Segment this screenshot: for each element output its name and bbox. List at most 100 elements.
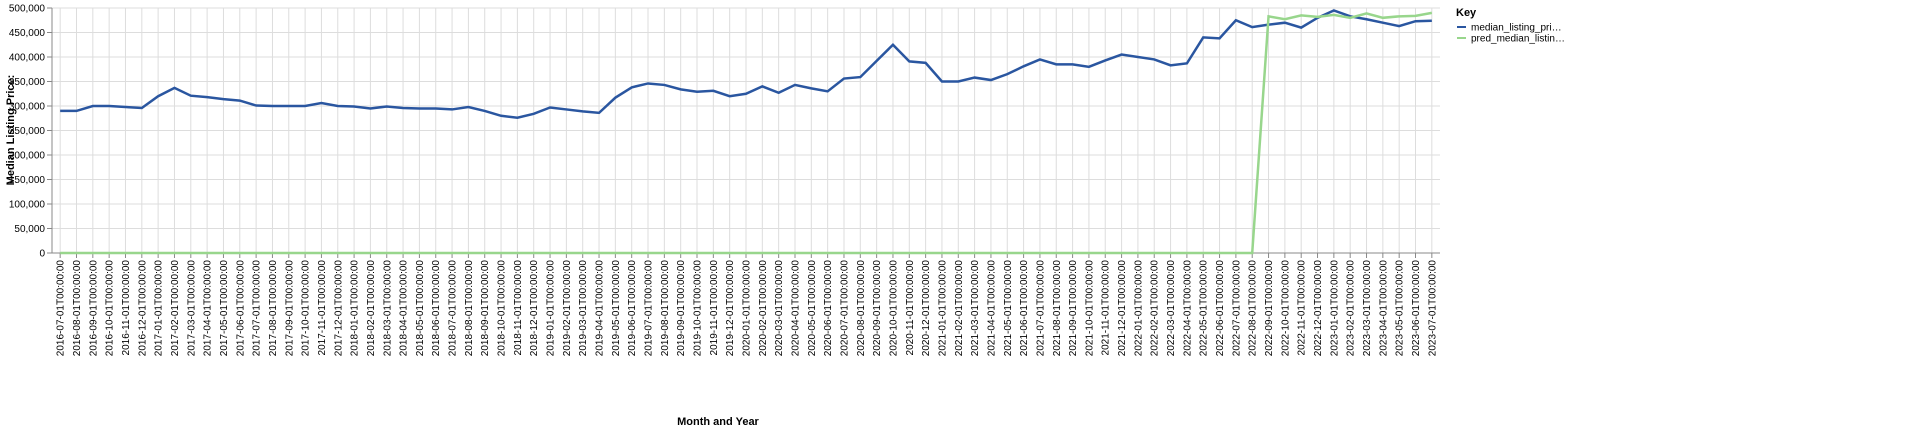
x-tick-label: 2018-02-01T00:00:00: [366, 260, 377, 357]
x-tick-label: 2020-02-01T00:00:00: [758, 260, 769, 357]
x-tick-label: 2019-05-01T00:00:00: [611, 260, 622, 357]
x-tick-label: 2022-10-01T00:00:00: [1280, 260, 1291, 357]
x-tick-label: 2019-02-01T00:00:00: [562, 260, 573, 357]
x-tick-label: 2017-09-01T00:00:00: [284, 260, 295, 357]
x-tick-label: 2017-04-01T00:00:00: [203, 260, 214, 357]
y-tick-label: 100,000: [9, 200, 46, 211]
x-tick-label: 2017-11-01T00:00:00: [317, 260, 328, 356]
x-tick-label: 2022-02-01T00:00:00: [1150, 260, 1161, 357]
x-tick-label: 2020-05-01T00:00:00: [807, 260, 818, 357]
x-tick-label: 2022-07-01T00:00:00: [1231, 260, 1242, 357]
x-tick-label: 2018-09-01T00:00:00: [480, 260, 491, 357]
x-tick-label: 2020-03-01T00:00:00: [774, 260, 785, 357]
y-tick-label: 300,000: [9, 102, 46, 113]
x-tick-label: 2017-01-01T00:00:00: [154, 260, 165, 357]
legend-title: Key: [1456, 7, 1477, 19]
x-tick-label: 2018-07-01T00:00:00: [448, 260, 459, 357]
x-tick-label: 2020-01-01T00:00:00: [742, 260, 753, 357]
x-tick-label: 2021-06-01T00:00:00: [1019, 260, 1030, 357]
x-tick-label: 2018-05-01T00:00:00: [415, 260, 426, 357]
series-line: [60, 11, 1433, 255]
legend-label: median_listing_pri…: [1471, 23, 1562, 34]
x-tick-label: 2020-09-01T00:00:00: [872, 260, 883, 357]
x-tick-label: 2018-11-01T00:00:00: [513, 260, 524, 356]
x-tick-label: 2017-08-01T00:00:00: [268, 260, 279, 357]
x-tick-label: 2020-07-01T00:00:00: [839, 260, 850, 357]
y-tick-label: 350,000: [9, 77, 46, 88]
x-tick-label: 2021-10-01T00:00:00: [1084, 260, 1095, 357]
y-tick-label: 150,000: [9, 175, 46, 186]
x-tick-label: 2022-01-01T00:00:00: [1133, 260, 1144, 357]
x-tick-label: 2016-07-01T00:00:00: [56, 260, 67, 357]
x-tick-label: 2023-04-01T00:00:00: [1378, 260, 1389, 357]
x-tick-label: 2016-11-01T00:00:00: [121, 260, 132, 356]
x-tick-label: 2020-08-01T00:00:00: [856, 260, 867, 357]
y-tick-label: 200,000: [9, 151, 46, 162]
x-tick-label: 2018-01-01T00:00:00: [350, 260, 361, 357]
x-tick-label: 2021-01-01T00:00:00: [937, 260, 948, 357]
x-tick-label: 2022-09-01T00:00:00: [1264, 260, 1275, 357]
y-axis-title: Median Listing Price:: [5, 75, 17, 186]
x-tick-label: 2018-04-01T00:00:00: [399, 260, 410, 357]
x-tick-label: 2022-11-01T00:00:00: [1297, 260, 1308, 356]
x-tick-label: 2021-02-01T00:00:00: [954, 260, 965, 357]
x-tick-label: 2020-11-01T00:00:00: [905, 260, 916, 356]
x-tick-label: 2016-12-01T00:00:00: [137, 260, 148, 357]
x-tick-label: 2019-12-01T00:00:00: [725, 260, 736, 357]
x-tick-label: 2019-10-01T00:00:00: [693, 260, 704, 357]
x-tick-label: 2019-11-01T00:00:00: [709, 260, 720, 356]
x-tick-label: 2020-12-01T00:00:00: [921, 260, 932, 357]
x-tick-label: 2016-09-01T00:00:00: [88, 260, 99, 357]
x-tick-label: 2022-12-01T00:00:00: [1313, 260, 1324, 357]
x-tick-label: 2021-11-01T00:00:00: [1101, 260, 1112, 356]
x-tick-label: 2022-04-01T00:00:00: [1182, 260, 1193, 357]
x-tick-label: 2019-08-01T00:00:00: [660, 260, 671, 357]
x-tick-label: 2021-07-01T00:00:00: [1035, 260, 1046, 357]
x-tick-label: 2020-06-01T00:00:00: [823, 260, 834, 357]
y-tick-label: 0: [39, 249, 45, 260]
y-tick-label: 500,000: [9, 4, 46, 15]
x-tick-label: 2019-09-01T00:00:00: [676, 260, 687, 357]
x-tick-label: 2021-12-01T00:00:00: [1117, 260, 1128, 357]
x-tick-label: 2017-05-01T00:00:00: [219, 260, 230, 357]
x-tick-label: 2023-03-01T00:00:00: [1362, 260, 1373, 357]
x-tick-label: 2017-06-01T00:00:00: [235, 260, 246, 357]
x-tick-label: 2023-02-01T00:00:00: [1346, 260, 1357, 357]
x-tick-label: 2022-08-01T00:00:00: [1248, 260, 1259, 357]
y-tick-label: 400,000: [9, 53, 46, 64]
y-tick-label: 450,000: [9, 28, 46, 39]
x-tick-label: 2016-08-01T00:00:00: [72, 260, 83, 357]
x-tick-label: 2021-09-01T00:00:00: [1068, 260, 1079, 357]
x-tick-label: 2018-03-01T00:00:00: [382, 260, 393, 357]
x-tick-label: 2023-06-01T00:00:00: [1411, 260, 1422, 357]
x-tick-label: 2022-06-01T00:00:00: [1215, 260, 1226, 357]
x-tick-label: 2017-10-01T00:00:00: [301, 260, 312, 357]
x-tick-label: 2023-07-01T00:00:00: [1427, 260, 1438, 357]
y-tick-label: 250,000: [9, 126, 46, 137]
x-tick-label: 2022-03-01T00:00:00: [1166, 260, 1177, 357]
x-tick-label: 2019-07-01T00:00:00: [644, 260, 655, 357]
x-tick-label: 2021-04-01T00:00:00: [986, 260, 997, 357]
x-tick-label: 2020-04-01T00:00:00: [790, 260, 801, 357]
x-tick-label: 2018-06-01T00:00:00: [431, 260, 442, 357]
x-tick-label: 2021-03-01T00:00:00: [970, 260, 981, 357]
x-tick-label: 2018-08-01T00:00:00: [464, 260, 475, 357]
x-tick-label: 2020-10-01T00:00:00: [888, 260, 899, 357]
x-tick-label: 2023-01-01T00:00:00: [1329, 260, 1340, 357]
x-axis-title: Month and Year: [677, 416, 759, 428]
x-tick-label: 2017-12-01T00:00:00: [333, 260, 344, 357]
x-tick-label: 2019-06-01T00:00:00: [627, 260, 638, 357]
x-tick-label: 2021-05-01T00:00:00: [1003, 260, 1014, 357]
x-tick-label: 2017-07-01T00:00:00: [252, 260, 263, 357]
x-tick-label: 2017-03-01T00:00:00: [186, 260, 197, 357]
x-tick-label: 2016-10-01T00:00:00: [105, 260, 116, 357]
x-tick-label: 2019-04-01T00:00:00: [595, 260, 606, 357]
x-tick-label: 2019-03-01T00:00:00: [578, 260, 589, 357]
x-tick-label: 2018-10-01T00:00:00: [497, 260, 508, 357]
x-tick-label: 2022-05-01T00:00:00: [1199, 260, 1210, 357]
legend-label: pred_median_listin…: [1471, 34, 1565, 45]
x-tick-label: 2021-08-01T00:00:00: [1052, 260, 1063, 357]
y-tick-label: 50,000: [14, 224, 45, 235]
x-tick-label: 2023-05-01T00:00:00: [1395, 260, 1406, 357]
